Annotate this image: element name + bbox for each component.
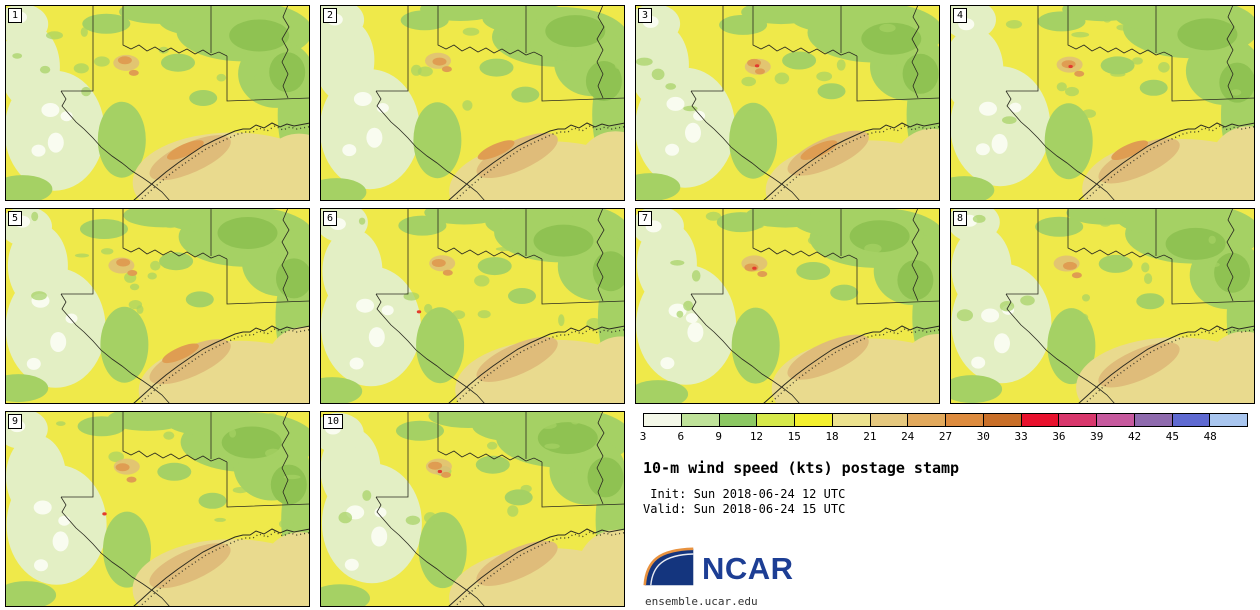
ensemble-panel-7: 7 [635,208,940,404]
member-number-label: 7 [638,211,653,226]
colorbar-tick: 39 [1090,430,1104,443]
colorbar-cell [757,414,795,426]
colorbar-tick: 33 [1014,430,1028,443]
colorbar-cell [795,414,833,426]
ensemble-panel-1: 1 [5,5,310,201]
ensemble-panel-2: 2 [320,5,625,201]
colorbar-tick: 48 [1203,430,1217,443]
ncar-logo-text: NCAR [702,551,794,586]
colorbar-tick: 24 [901,430,915,443]
valid-time: Valid: Sun 2018-06-24 15 UTC [643,502,846,516]
colorbar-cell [1172,414,1211,426]
wind-speed-map [950,5,1255,201]
logo-url: ensemble.ucar.edu [645,595,758,608]
colorbar-tick: 6 [677,430,685,443]
colorbar-cell [946,414,984,426]
colorbar-cells [643,413,1248,427]
colorbar: 3 6 9 12 15 18 21 24 27 30 33 36 39 42 45 48 [639,413,1248,443]
ensemble-panel-5: 5 [5,208,310,404]
init-time: Init: Sun 2018-06-24 12 UTC [643,487,846,501]
member-number-label: 5 [8,211,23,226]
colorbar-cell [1134,414,1173,426]
colorbar-cell [719,414,758,426]
colorbar-tick: 3 [639,430,647,443]
wind-speed-map [5,411,310,607]
colorbar-ticks: 3 6 9 12 15 18 21 24 27 30 33 36 39 42 45 48 [639,430,1248,443]
wind-speed-map [320,411,625,607]
colorbar-tick: 27 [938,430,953,443]
ensemble-panel-3: 3 [635,5,940,201]
colorbar-cell [983,414,1022,426]
colorbar-tick: 42 [1127,430,1142,443]
ensemble-panel-4: 4 [950,5,1255,201]
wind-speed-map [635,208,940,404]
colorbar-cell [1097,414,1135,426]
colorbar-tick: 18 [825,430,839,443]
legend-info: 3 6 9 12 15 18 21 24 27 30 33 36 39 42 45 48 10-m wind … [635,411,1255,608]
wind-speed-map [635,5,940,201]
colorbar-tick: 36 [1052,430,1066,443]
colorbar-tick: 12 [749,430,764,443]
member-number-label: 1 [8,8,23,23]
wind-speed-map [5,208,310,404]
wind-speed-map [950,208,1255,404]
wind-speed-map [320,208,625,404]
colorbar-tick: 15 [787,430,801,443]
colorbar-cell [681,414,720,426]
colorbar-cell [1021,414,1060,426]
colorbar-cell [908,414,946,426]
wind-speed-map [320,5,625,201]
member-number-label: 2 [323,8,338,23]
ensemble-panel-6: 6 [320,208,625,404]
colorbar-tick: 45 [1165,430,1179,443]
member-number-label: 6 [323,211,338,226]
wind-speed-map [5,5,310,201]
colorbar-cell [1059,414,1097,426]
colorbar-cell [832,414,871,426]
member-number-label: 10 [323,414,344,429]
colorbar-cell [644,414,682,426]
colorbar-tick: 21 [863,430,877,443]
ensemble-panel-9: 9 [5,411,310,607]
ncar-logo: NCAR [643,547,794,591]
member-number-label: 4 [953,8,968,23]
colorbar-cell [870,414,909,426]
colorbar-tick: 9 [715,430,722,443]
ncar-logo-mark-icon [643,547,695,591]
colorbar-tick: 30 [976,430,990,443]
ensemble-panel-8: 8 [950,208,1255,404]
plot-title: 10-m wind speed (kts) postage stamp [643,459,960,477]
member-number-label: 3 [638,8,653,23]
colorbar-cell [1210,414,1247,426]
ensemble-panel-10: 10 [320,411,625,607]
member-number-label: 8 [953,211,968,226]
member-number-label: 9 [8,414,23,429]
